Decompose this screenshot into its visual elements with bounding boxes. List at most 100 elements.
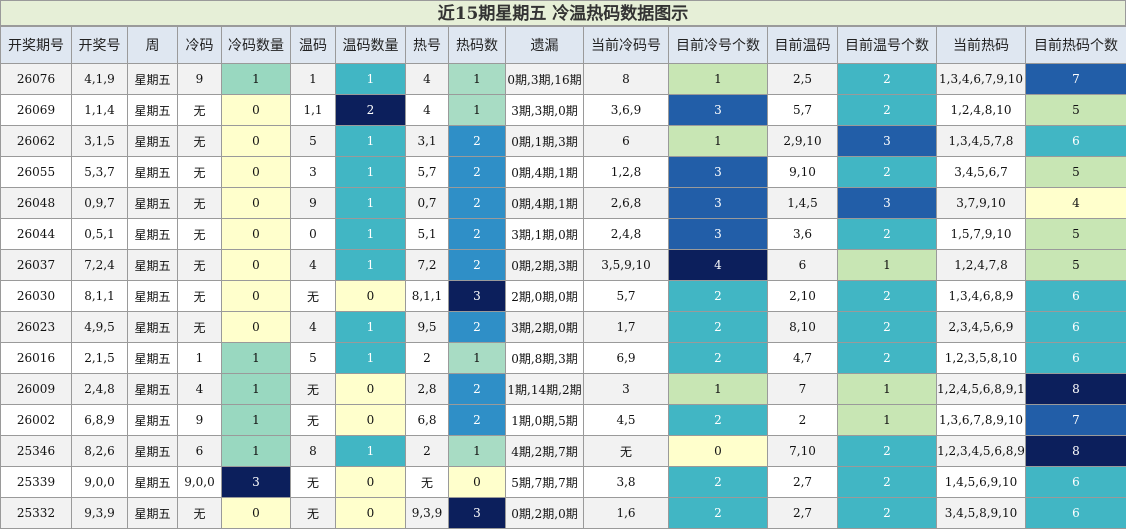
table-cell: 2,6,8 bbox=[584, 188, 669, 219]
table-cell: 1 bbox=[449, 343, 506, 374]
table-cell: 4 bbox=[291, 250, 336, 281]
table-cell: 6,8,9 bbox=[72, 405, 128, 436]
table-cell: 1 bbox=[222, 405, 291, 436]
table-cell: 2 bbox=[838, 219, 937, 250]
table-cell: 26055 bbox=[1, 157, 72, 188]
table-cell: 3,6 bbox=[768, 219, 838, 250]
table-cell: 1,1,4 bbox=[72, 95, 128, 126]
table-cell: 0 bbox=[669, 436, 768, 467]
table-cell: 8,10 bbox=[768, 312, 838, 343]
table-cell: 8,2,6 bbox=[72, 436, 128, 467]
table-cell: 1 bbox=[336, 64, 406, 95]
table-cell: 1 bbox=[222, 436, 291, 467]
table-cell: 8 bbox=[584, 64, 669, 95]
column-header: 周 bbox=[128, 27, 178, 64]
table-cell: 0 bbox=[222, 157, 291, 188]
column-header: 当前热码 bbox=[937, 27, 1026, 64]
table-cell: 3 bbox=[669, 157, 768, 188]
table-cell: 3,1 bbox=[406, 126, 449, 157]
table-cell: 6 bbox=[1026, 467, 1126, 498]
table-cell: 1 bbox=[336, 157, 406, 188]
table-cell: 6 bbox=[768, 250, 838, 281]
table-cell: 8,1,1 bbox=[72, 281, 128, 312]
table-cell: 0期,8期,3期 bbox=[506, 343, 584, 374]
table-cell: 5 bbox=[1026, 157, 1126, 188]
table-cell: 3 bbox=[669, 188, 768, 219]
table-cell: 1 bbox=[669, 374, 768, 405]
table-cell: 3,4,5,6,7 bbox=[937, 157, 1026, 188]
column-header: 目前冷号个数 bbox=[669, 27, 768, 64]
column-header: 热码数 bbox=[449, 27, 506, 64]
table-cell: 26044 bbox=[1, 219, 72, 250]
table-cell: 8 bbox=[1026, 374, 1126, 405]
table-cell: 3 bbox=[584, 374, 669, 405]
table-cell: 2 bbox=[336, 95, 406, 126]
table-cell: 0 bbox=[222, 188, 291, 219]
table-cell: 6 bbox=[584, 126, 669, 157]
table-cell: 1,4,5 bbox=[768, 188, 838, 219]
table-cell: 1 bbox=[669, 126, 768, 157]
table-cell: 2,10 bbox=[768, 281, 838, 312]
column-header: 目前温号个数 bbox=[838, 27, 937, 64]
table-cell: 26016 bbox=[1, 343, 72, 374]
table-cell: 6 bbox=[1026, 312, 1126, 343]
table-cell: 无 bbox=[178, 126, 222, 157]
table-cell: 2 bbox=[838, 281, 937, 312]
table-cell: 3期,3期,0期 bbox=[506, 95, 584, 126]
table-cell: 0 bbox=[222, 498, 291, 529]
table-cell: 2 bbox=[669, 343, 768, 374]
table-cell: 1,5,7,9,10 bbox=[937, 219, 1026, 250]
table-cell: 1 bbox=[449, 436, 506, 467]
table-cell: 1,3,4,6,8,9 bbox=[937, 281, 1026, 312]
table-cell: 0 bbox=[222, 219, 291, 250]
table-cell: 星期五 bbox=[128, 157, 178, 188]
table-cell: 4 bbox=[406, 95, 449, 126]
table-cell: 星期五 bbox=[128, 436, 178, 467]
table-cell: 26009 bbox=[1, 374, 72, 405]
table-cell: 4,5 bbox=[584, 405, 669, 436]
table-cell: 0期,4期,1期 bbox=[506, 157, 584, 188]
table-cell: 4,7 bbox=[768, 343, 838, 374]
column-header: 温码数量 bbox=[336, 27, 406, 64]
table-cell: 3 bbox=[838, 126, 937, 157]
table-cell: 5 bbox=[1026, 250, 1126, 281]
table-cell: 1 bbox=[838, 250, 937, 281]
table-cell: 0 bbox=[222, 312, 291, 343]
table-cell: 1 bbox=[336, 126, 406, 157]
table-cell: 无 bbox=[291, 467, 336, 498]
column-header: 目前温码 bbox=[768, 27, 838, 64]
table-cell: 4 bbox=[1026, 188, 1126, 219]
table-cell: 2 bbox=[449, 219, 506, 250]
table-cell: 3,1,5 bbox=[72, 126, 128, 157]
table-cell: 5,7 bbox=[584, 281, 669, 312]
table-cell: 1,3,4,5,7,8 bbox=[937, 126, 1026, 157]
table-cell: 9 bbox=[178, 405, 222, 436]
column-header: 开奖号 bbox=[72, 27, 128, 64]
table-cell: 2期,0期,0期 bbox=[506, 281, 584, 312]
table-cell: 1,2,4,7,8 bbox=[937, 250, 1026, 281]
table-cell: 1 bbox=[838, 405, 937, 436]
table-cell: 5,1 bbox=[406, 219, 449, 250]
table-cell: 0 bbox=[336, 374, 406, 405]
table-cell: 25346 bbox=[1, 436, 72, 467]
table-cell: 0 bbox=[222, 126, 291, 157]
table-cell: 1 bbox=[336, 188, 406, 219]
table-cell: 2 bbox=[449, 188, 506, 219]
table-cell: 无 bbox=[178, 250, 222, 281]
table-cell: 6,8 bbox=[406, 405, 449, 436]
table-cell: 6 bbox=[1026, 498, 1126, 529]
table-cell: 5,7 bbox=[406, 157, 449, 188]
table-cell: 星期五 bbox=[128, 405, 178, 436]
table-cell: 3 bbox=[838, 188, 937, 219]
table-cell: 0期,3期,16期 bbox=[506, 64, 584, 95]
table-cell: 无 bbox=[178, 281, 222, 312]
table-cell: 0 bbox=[336, 498, 406, 529]
table-cell: 25339 bbox=[1, 467, 72, 498]
column-header: 温码 bbox=[291, 27, 336, 64]
